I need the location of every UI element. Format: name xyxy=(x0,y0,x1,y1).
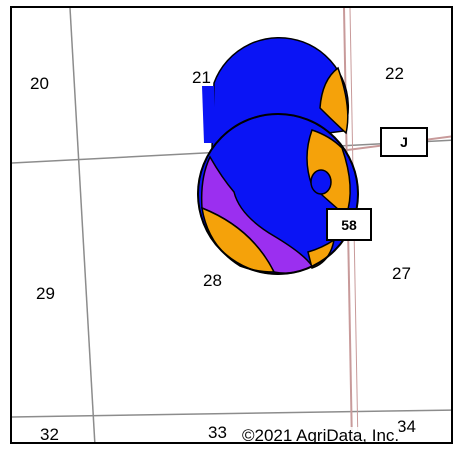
copyright-notice: ©2021 AgriData, Inc. xyxy=(242,426,400,444)
section-line xyxy=(69,8,96,442)
lower-circle-outline xyxy=(197,113,359,275)
upper-orange-zone xyxy=(319,66,349,135)
upper-blue-edge xyxy=(202,86,214,143)
section-number: 32 xyxy=(40,425,59,444)
section-number: 20 xyxy=(30,74,49,93)
section-number: 22 xyxy=(385,64,404,83)
soil-map: 20 21 22 27 28 29 32 33 34 J 58 ©2021 Ag… xyxy=(10,6,453,444)
section-number: 21 xyxy=(192,68,211,87)
section-number: 33 xyxy=(208,423,227,442)
section-number: 34 xyxy=(397,417,416,436)
section-line xyxy=(12,409,451,418)
map-canvas xyxy=(12,8,451,442)
section-number: 28 xyxy=(203,271,222,290)
route-shield-j: J xyxy=(380,127,428,157)
route-shield-58: 58 xyxy=(326,208,372,241)
section-number: 29 xyxy=(36,284,55,303)
section-number: 27 xyxy=(392,264,411,283)
blue-inclusion xyxy=(310,169,332,195)
